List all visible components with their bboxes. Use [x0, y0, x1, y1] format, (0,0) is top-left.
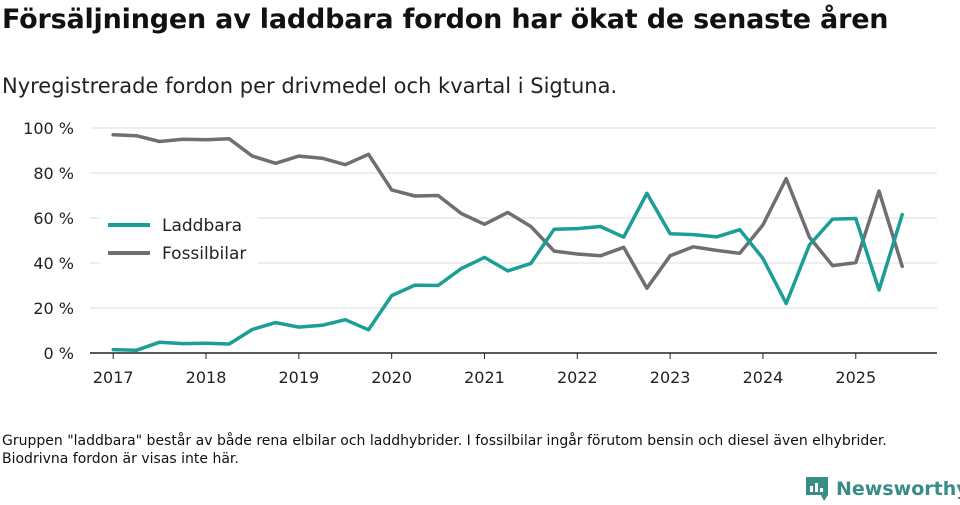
newsworthy-logo-icon: [806, 477, 828, 501]
y-tick-label: 80 %: [33, 164, 74, 183]
series-line-fossilbilar: [111, 133, 904, 290]
series-line-laddbara: [111, 191, 904, 353]
series-lines: [111, 133, 904, 353]
x-tick-label: 2018: [186, 368, 227, 387]
x-tick-label: 2025: [835, 368, 876, 387]
y-tick-label: 60 %: [33, 209, 74, 228]
y-tick-label: 40 %: [33, 254, 74, 273]
y-axis-ticks: 0 % 20 % 40 % 60 % 80 % 100 %: [23, 119, 74, 363]
x-tick-label: 2019: [278, 368, 319, 387]
x-tick-label: 2017: [93, 368, 134, 387]
line-chart: 0 % 20 % 40 % 60 % 80 % 100 % 2017 2018 2019 202…: [23, 119, 937, 387]
x-tick-label: 2024: [743, 368, 784, 387]
chart-title: Försäljningen av laddbara fordon har öka…: [2, 4, 889, 35]
y-tick-label: 0 %: [44, 344, 74, 363]
x-tick-label: 2022: [557, 368, 598, 387]
legend-label-laddbara: Laddbara: [162, 216, 242, 236]
brand-name: Newsworthy: [836, 478, 960, 500]
brand-logo[interactable]: Newsworthy: [804, 474, 960, 504]
chart-subtitle: Nyregistrerade fordon per drivmedel och …: [2, 74, 618, 98]
y-tick-label: 20 %: [33, 299, 74, 318]
legend-label-fossilbilar: Fossilbilar: [162, 244, 246, 264]
y-tick-label: 100 %: [23, 119, 74, 138]
footnote: Gruppen "laddbara" består av både rena e…: [2, 433, 887, 467]
x-tick-label: 2021: [464, 368, 505, 387]
grid-lines: [90, 127, 937, 309]
x-tick-label: 2023: [650, 368, 691, 387]
legend: Laddbara Fossilbilar: [100, 207, 258, 271]
legend-background: [100, 207, 258, 271]
x-tick-label: 2020: [371, 368, 412, 387]
x-axis: 2017 2018 2019 2020 2021 2022 2023 2024 2025: [90, 352, 937, 387]
